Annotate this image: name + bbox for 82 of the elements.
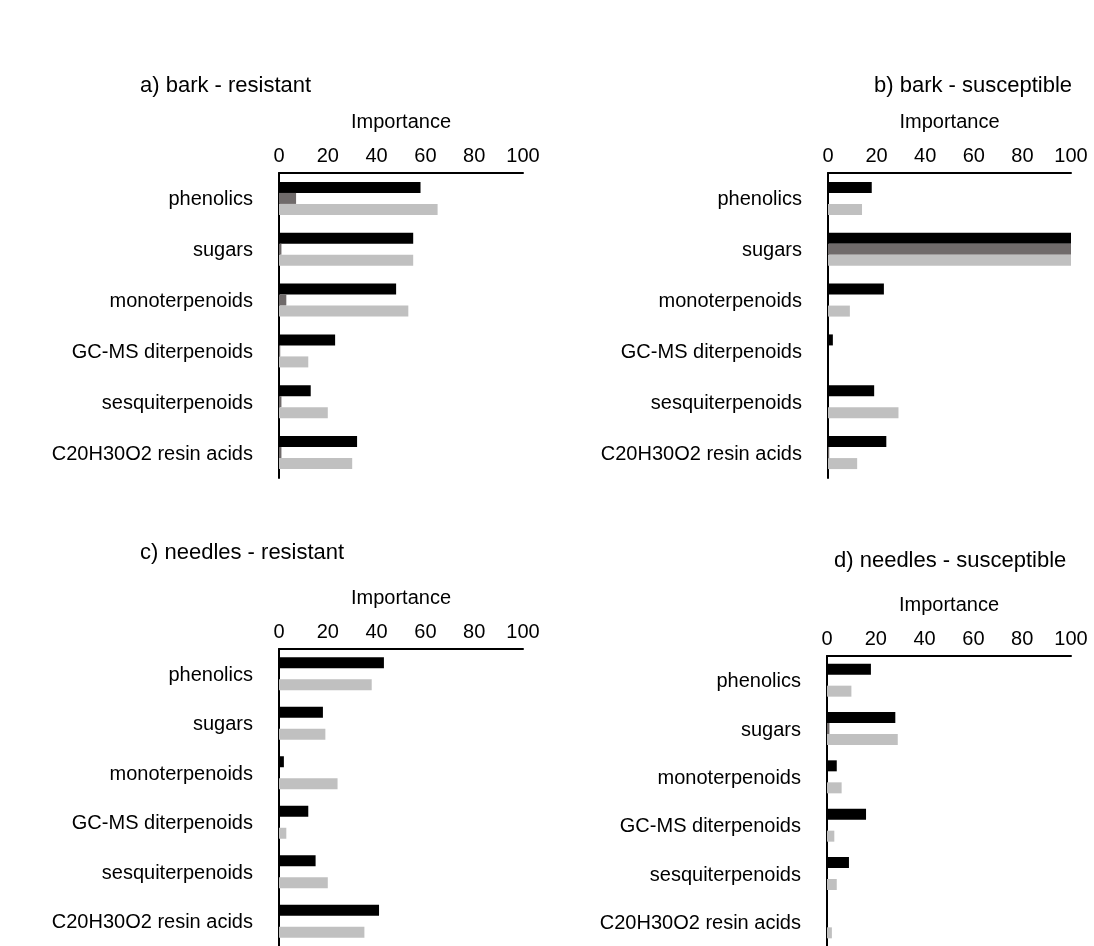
- bar: [828, 458, 858, 470]
- bar: [827, 830, 835, 842]
- x-tick-label: 100: [506, 144, 540, 166]
- x-axis-title: Importance: [899, 110, 1000, 132]
- bar: [279, 778, 338, 790]
- y-tick-label: sesquiterpenoids: [101, 860, 253, 883]
- x-axis-title: Importance: [898, 593, 1000, 615]
- x-tick-label: 0: [821, 627, 833, 649]
- x-tick-label: 80: [1011, 627, 1034, 649]
- x-axis-title: Importance: [350, 110, 452, 132]
- chart-title: b) bark - susceptible: [874, 71, 1073, 97]
- x-tick-label: 40: [365, 620, 388, 642]
- bar: [279, 294, 287, 306]
- x-tick-label: 20: [316, 620, 339, 642]
- x-tick-label: 60: [414, 144, 437, 166]
- bar: [279, 679, 372, 691]
- bar: [279, 203, 438, 215]
- y-tick-label: sesquiterpenoids: [650, 390, 802, 413]
- y-tick-label: C20H30O2 resin acids: [51, 441, 253, 464]
- bar: [279, 458, 353, 470]
- x-tick-label: 0: [273, 620, 285, 642]
- bar: [827, 782, 842, 794]
- bar: [279, 728, 326, 740]
- bar: [279, 305, 409, 317]
- y-tick-label: monoterpenoids: [657, 765, 801, 788]
- bar: [279, 877, 328, 889]
- y-tick-label: sugars: [192, 712, 253, 735]
- y-tick-label: GC-MS diterpenoids: [620, 339, 802, 362]
- x-tick-label: 60: [414, 620, 437, 642]
- chart-title: a) bark - resistant: [140, 71, 312, 97]
- bar: [827, 879, 837, 890]
- y-tick-label: C20H30O2 resin acids: [599, 910, 801, 933]
- x-tick-label: 40: [914, 144, 937, 166]
- bar: [828, 203, 863, 215]
- y-tick-label: C20H30O2 resin acids: [600, 441, 802, 464]
- x-tick-label: 100: [1054, 627, 1088, 649]
- x-tick-label: 40: [365, 144, 388, 166]
- chart-title: d) needles - susceptible: [834, 546, 1067, 572]
- y-tick-label: GC-MS diterpenoids: [71, 811, 253, 834]
- x-tick-label: 80: [1011, 144, 1034, 166]
- x-tick-label: 20: [865, 144, 888, 166]
- bar: [828, 254, 1071, 266]
- y-tick-label: sugars: [740, 717, 801, 740]
- y-tick-label: monoterpenoids: [109, 761, 253, 784]
- x-tick-label: 80: [463, 620, 486, 642]
- bar: [279, 926, 365, 938]
- bar: [279, 356, 309, 368]
- x-axis-title: Importance: [350, 586, 452, 608]
- y-tick-label: sugars: [741, 238, 802, 261]
- bar: [279, 254, 414, 266]
- bar: [827, 927, 832, 939]
- y-tick-label: GC-MS diterpenoids: [619, 814, 801, 837]
- y-tick-label: C20H30O2 resin acids: [51, 910, 253, 933]
- bar: [279, 192, 297, 204]
- y-tick-label: phenolics: [717, 187, 802, 210]
- bar: [828, 407, 899, 419]
- x-tick-label: 100: [506, 620, 540, 642]
- bar: [828, 305, 850, 317]
- x-tick-label: 20: [864, 627, 887, 649]
- x-tick-label: 0: [822, 144, 834, 166]
- x-tick-label: 0: [273, 144, 285, 166]
- bar: [828, 243, 1071, 255]
- bar: [827, 685, 852, 697]
- y-tick-label: phenolics: [168, 187, 253, 210]
- bar: [279, 827, 287, 839]
- bar: [827, 734, 898, 745]
- y-tick-label: phenolics: [168, 662, 253, 685]
- x-tick-label: 80: [463, 144, 486, 166]
- y-tick-label: GC-MS diterpenoids: [71, 339, 253, 362]
- y-tick-label: sugars: [192, 238, 253, 261]
- chart-title: c) needles - resistant: [140, 538, 345, 564]
- y-tick-label: phenolics: [716, 669, 801, 692]
- y-tick-label: sesquiterpenoids: [101, 390, 253, 413]
- x-tick-label: 60: [962, 144, 985, 166]
- bar: [279, 407, 328, 419]
- x-tick-label: 20: [316, 144, 339, 166]
- x-tick-label: 100: [1054, 144, 1088, 166]
- y-tick-label: monoterpenoids: [658, 289, 802, 312]
- y-tick-label: sesquiterpenoids: [649, 862, 801, 885]
- y-tick-label: monoterpenoids: [109, 289, 253, 312]
- x-tick-label: 60: [962, 627, 985, 649]
- x-tick-label: 40: [913, 627, 936, 649]
